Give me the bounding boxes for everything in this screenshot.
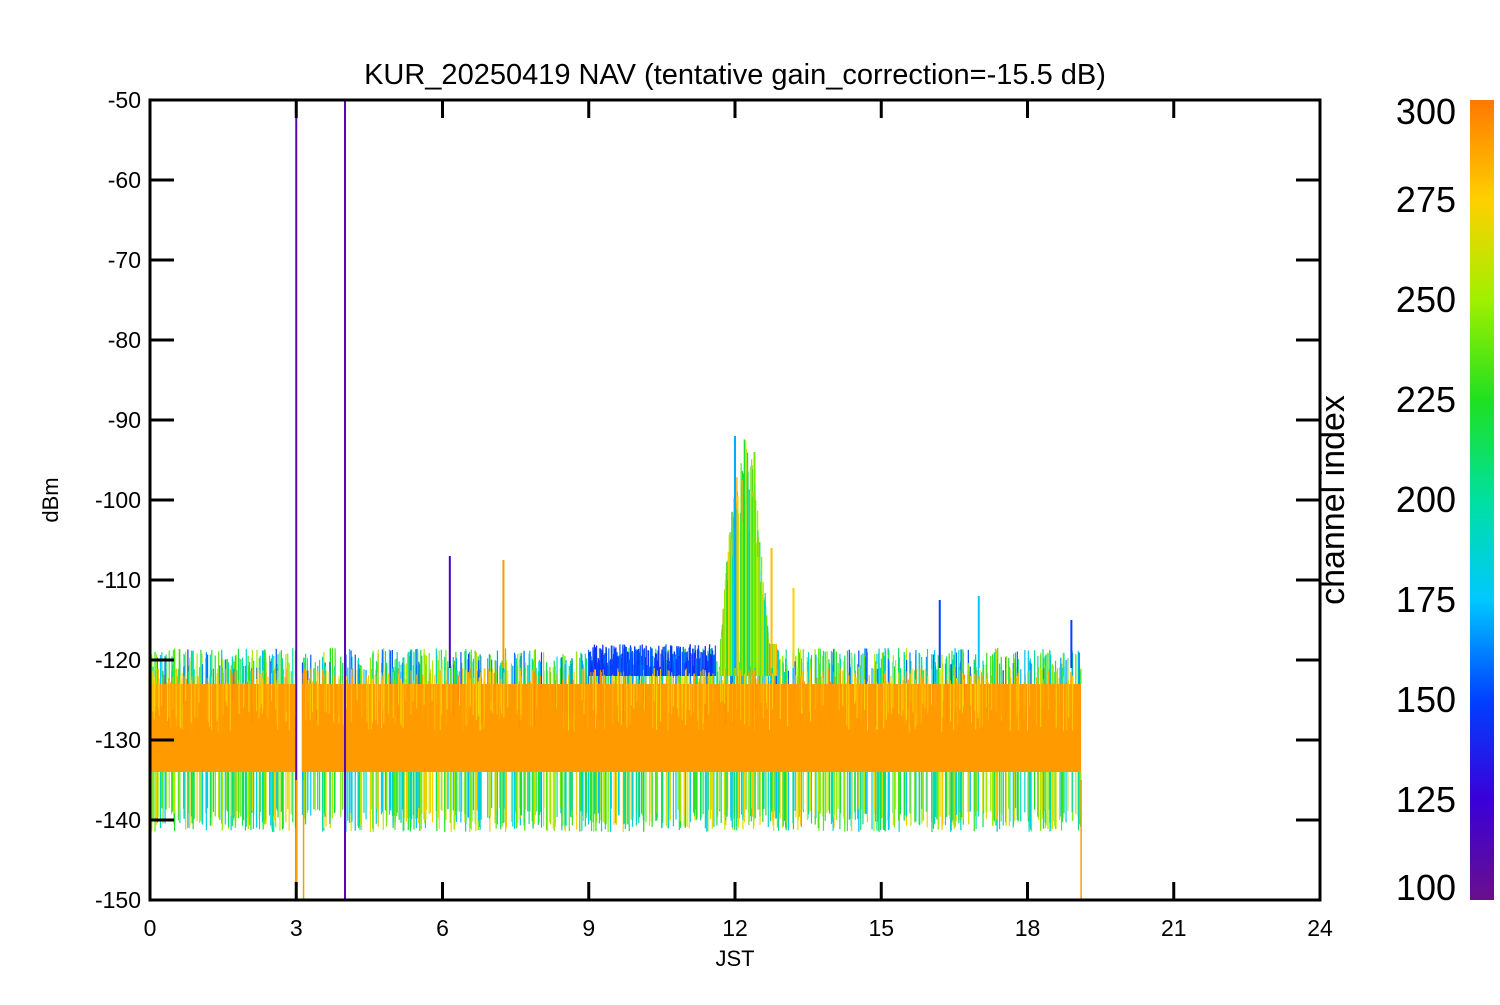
noise-core-texture <box>150 668 1074 732</box>
y-tick-label: -50 <box>108 87 141 113</box>
x-tick-label: 21 <box>1161 915 1187 941</box>
y-tick-label: -150 <box>95 887 141 913</box>
colorbar-tick-label: 200 <box>1396 479 1456 520</box>
y-tick-label: -120 <box>95 647 141 673</box>
colorbar-tick-label: 150 <box>1396 679 1456 720</box>
colorbar-tick-label: 175 <box>1396 579 1456 620</box>
x-tick-label: 24 <box>1307 915 1333 941</box>
x-tick-label: 0 <box>144 915 157 941</box>
burst <box>719 439 777 676</box>
data-gap <box>296 644 302 836</box>
colorbar-tick-label: 300 <box>1396 91 1456 132</box>
y-axis-label: dBm <box>38 477 63 522</box>
chart-title: KUR_20250419 NAV (tentative gain_correct… <box>364 59 1106 91</box>
colorbar <box>1470 100 1494 900</box>
data-layer <box>150 100 1082 900</box>
y-tick-label: -100 <box>95 487 141 513</box>
colorbar-ticks: 300 275 250 225 200 175 150 125 100 <box>1396 91 1456 908</box>
x-axis-label: JST <box>715 946 754 971</box>
x-tick-label: 9 <box>582 915 595 941</box>
y-tick-label: -140 <box>95 807 141 833</box>
y-tick-label: -80 <box>108 327 141 353</box>
colorbar-tick-label: 250 <box>1396 279 1456 320</box>
y-axis: -50 -60 -70 -80 -90 -100 -110 -120 -130 -140 -150 <box>95 87 1320 913</box>
y-tick-label: -110 <box>97 567 141 593</box>
spikes <box>295 100 1082 900</box>
y-tick-label: -70 <box>108 247 141 273</box>
x-tick-label: 12 <box>722 915 748 941</box>
y-tick-label: -60 <box>108 167 141 193</box>
colorbar-tick-label: 225 <box>1396 379 1456 420</box>
x-tick-label: 18 <box>1015 915 1041 941</box>
colorbar-label: channel index <box>1314 395 1352 605</box>
colorbar-tick-label: 100 <box>1396 867 1456 908</box>
x-tick-label: 3 <box>290 915 303 941</box>
x-axis: 0 3 6 9 12 15 18 21 24 <box>144 100 1333 941</box>
y-tick-label: -90 <box>108 407 141 433</box>
x-tick-label: 15 <box>868 915 894 941</box>
y-tick-label: -130 <box>95 727 141 753</box>
colorbar-tick-label: 275 <box>1396 179 1456 220</box>
x-tick-label: 6 <box>436 915 449 941</box>
colorbar-tick-label: 125 <box>1396 779 1456 820</box>
